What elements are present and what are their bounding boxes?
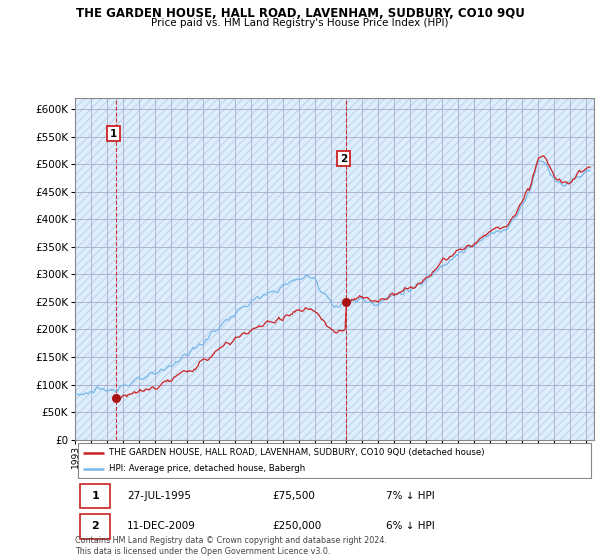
Text: 27-JUL-1995: 27-JUL-1995	[127, 491, 191, 501]
Text: Price paid vs. HM Land Registry's House Price Index (HPI): Price paid vs. HM Land Registry's House …	[151, 18, 449, 28]
FancyBboxPatch shape	[80, 484, 110, 508]
Text: Contains HM Land Registry data © Crown copyright and database right 2024.
This d: Contains HM Land Registry data © Crown c…	[75, 536, 387, 556]
Text: HPI: Average price, detached house, Babergh: HPI: Average price, detached house, Babe…	[109, 464, 305, 473]
FancyBboxPatch shape	[80, 514, 110, 539]
FancyBboxPatch shape	[77, 443, 591, 478]
Text: 1: 1	[91, 491, 99, 501]
Text: 11-DEC-2009: 11-DEC-2009	[127, 521, 196, 531]
Text: £250,000: £250,000	[272, 521, 322, 531]
Text: 1: 1	[110, 129, 117, 139]
Text: THE GARDEN HOUSE, HALL ROAD, LAVENHAM, SUDBURY, CO10 9QU: THE GARDEN HOUSE, HALL ROAD, LAVENHAM, S…	[76, 7, 524, 20]
Text: £75,500: £75,500	[272, 491, 315, 501]
Text: 7% ↓ HPI: 7% ↓ HPI	[386, 491, 435, 501]
Text: 2: 2	[340, 153, 347, 164]
Text: 2: 2	[91, 521, 99, 531]
Text: THE GARDEN HOUSE, HALL ROAD, LAVENHAM, SUDBURY, CO10 9QU (detached house): THE GARDEN HOUSE, HALL ROAD, LAVENHAM, S…	[109, 448, 484, 457]
Text: 6% ↓ HPI: 6% ↓ HPI	[386, 521, 435, 531]
